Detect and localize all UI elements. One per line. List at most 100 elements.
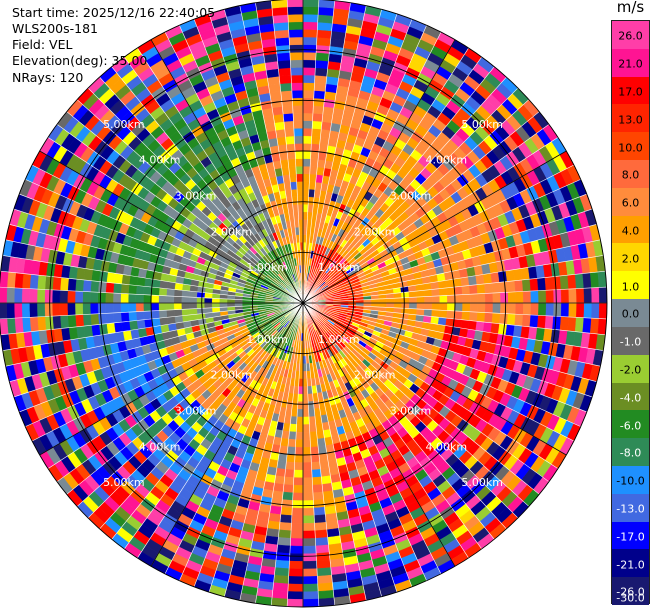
velocity-gate	[21, 317, 32, 333]
velocity-gate	[309, 158, 319, 168]
velocity-gate	[431, 288, 440, 297]
velocity-gate	[302, 21, 318, 30]
velocity-gate	[589, 271, 600, 289]
velocity-gate	[82, 302, 91, 315]
velocity-gate	[274, 567, 290, 577]
velocity-gate	[311, 135, 321, 145]
velocity-gate	[460, 276, 470, 287]
velocity-gate	[273, 574, 289, 585]
velocity-gate	[461, 311, 471, 321]
velocity-gate	[317, 582, 334, 592]
velocity-gate	[44, 275, 54, 291]
velocity-gate	[287, 438, 297, 448]
range-label: 2.00km	[354, 225, 396, 238]
velocity-gate	[314, 75, 328, 85]
velocity-gate	[469, 302, 479, 313]
velocity-gate	[302, 386, 308, 395]
velocity-gate	[302, 158, 311, 167]
velocity-gate	[290, 522, 304, 532]
velocity-gate	[112, 292, 122, 304]
velocity-gate	[143, 286, 153, 296]
velocity-gate	[165, 302, 175, 311]
velocity-gate	[315, 59, 329, 69]
velocity-gate	[59, 290, 68, 304]
velocity-gate	[298, 211, 304, 220]
velocity-gate	[314, 521, 328, 531]
velocity-gate	[298, 378, 304, 387]
velocity-gate	[393, 302, 403, 309]
velocity-gate	[294, 143, 304, 152]
velocity-gate	[150, 302, 160, 312]
velocity-gate	[158, 302, 167, 311]
velocity-gate	[446, 294, 456, 304]
velocity-gate	[568, 302, 577, 318]
velocity-gate	[302, 13, 319, 23]
velocity-gate	[311, 128, 322, 137]
velocity-gate	[312, 113, 324, 122]
velocity-gate	[302, 446, 312, 456]
velocity-gate	[293, 127, 304, 137]
colorbar-tick-label: 6.0	[621, 196, 640, 210]
velocity-gate	[560, 302, 570, 318]
colorbar-tick-label: 8.0	[621, 168, 640, 182]
velocity-gate	[302, 515, 315, 524]
colorbar-tick-label: 10.0	[618, 141, 643, 155]
velocity-gate	[453, 286, 463, 296]
velocity-gate	[454, 302, 463, 312]
velocity-gate	[313, 514, 327, 524]
velocity-gate	[296, 188, 304, 197]
velocity-gate	[567, 316, 577, 332]
velocity-gate	[281, 499, 293, 509]
velocity-gate	[583, 302, 593, 319]
start-time-label: Start time: 2025/12/16 22:40:05	[12, 5, 216, 20]
velocity-gate	[315, 537, 329, 547]
velocity-gate	[59, 315, 69, 329]
velocity-gate	[0, 286, 8, 304]
velocity-gate	[302, 492, 314, 501]
range-label: 3.00km	[390, 190, 432, 203]
velocity-gate	[589, 317, 600, 335]
velocity-gate	[378, 302, 387, 308]
velocity-gate	[302, 416, 310, 425]
velocity-gate	[438, 309, 448, 319]
velocity-gate	[462, 294, 471, 304]
velocity-gate	[302, 173, 310, 182]
velocity-gate	[291, 89, 304, 99]
velocity-gate	[14, 272, 24, 289]
velocity-gate	[424, 302, 433, 310]
velocity-gate	[288, 560, 304, 570]
velocity-gate	[439, 302, 448, 311]
velocity-gate	[112, 302, 122, 314]
velocity-gate	[272, 582, 289, 592]
velocity-gate	[492, 292, 501, 304]
velocity-gate	[143, 294, 152, 304]
velocity-gate	[439, 295, 448, 304]
velocity-gate	[136, 319, 146, 330]
velocity-gate	[188, 296, 197, 304]
velocity-gate	[302, 219, 308, 228]
velocity-gate	[288, 29, 304, 38]
velocity-gate	[105, 282, 115, 294]
velocity-gate	[302, 522, 316, 532]
velocity-gate	[490, 271, 500, 284]
velocity-gate	[515, 302, 524, 315]
velocity-gate	[273, 113, 285, 124]
velocity-gate	[181, 308, 190, 316]
velocity-gate	[277, 59, 291, 69]
velocity-gate	[67, 314, 77, 328]
velocity-gate	[14, 317, 24, 334]
velocity-gate	[280, 90, 293, 100]
velocity-gate	[482, 321, 493, 333]
velocity-gate	[317, 14, 334, 24]
velocity-gate	[74, 302, 84, 316]
velocity-gate	[302, 188, 310, 197]
velocity-gate	[312, 491, 324, 501]
velocity-gate	[302, 211, 308, 220]
velocity-gate	[302, 59, 316, 68]
velocity-gate	[158, 295, 167, 304]
velocity-gate	[173, 302, 182, 310]
velocity-gate	[297, 393, 304, 403]
velocity-gate	[484, 282, 493, 294]
velocity-gate	[320, 467, 331, 478]
velocity-gate	[289, 545, 304, 555]
